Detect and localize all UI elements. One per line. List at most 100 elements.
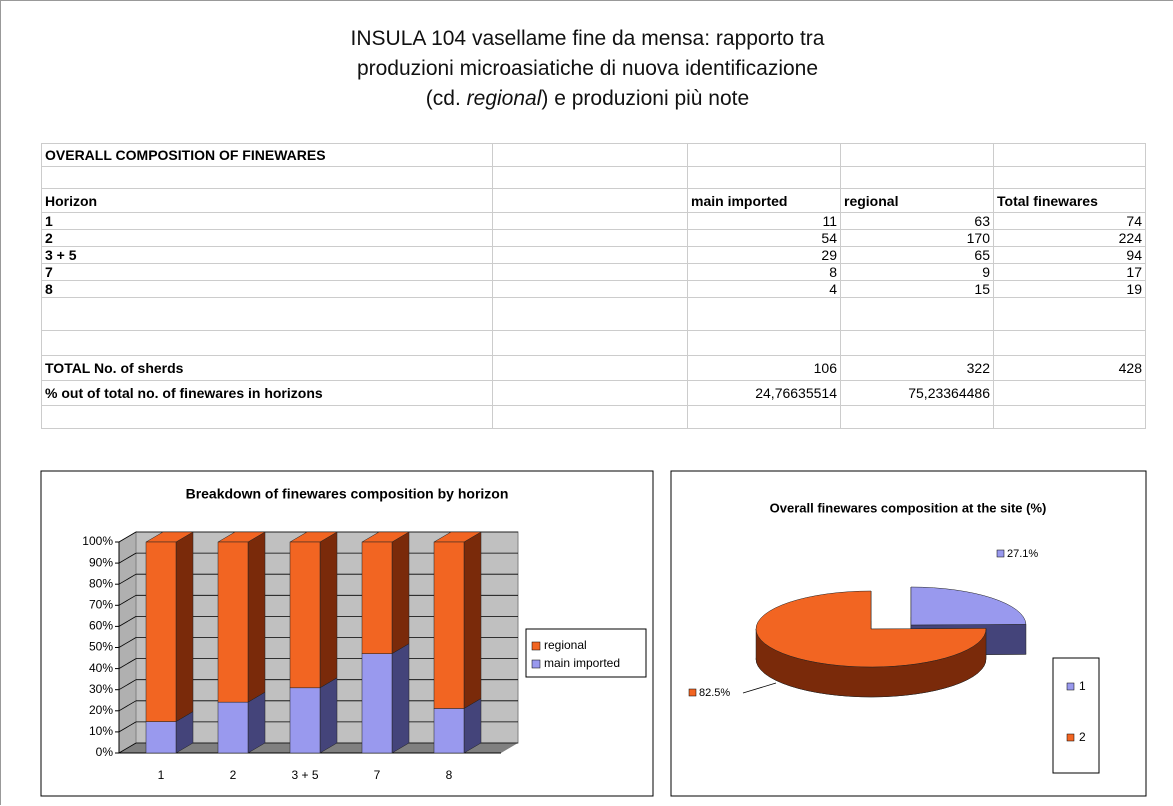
legend-key bbox=[1066, 733, 1075, 742]
empty-cell bbox=[493, 189, 688, 213]
slice-top bbox=[755, 590, 987, 668]
empty-cell bbox=[41, 406, 493, 429]
legend-key bbox=[531, 659, 541, 669]
pie-slice bbox=[755, 590, 987, 698]
table-cell: 428 bbox=[994, 356, 1146, 381]
bar-front bbox=[289, 541, 321, 689]
empty-cell bbox=[841, 167, 994, 189]
empty-cell bbox=[493, 230, 688, 247]
empty-cell bbox=[688, 167, 841, 189]
title-line: produzioni microasiatiche di nuova ident… bbox=[356, 57, 819, 80]
grid-line-side bbox=[118, 700, 137, 712]
legend-box bbox=[1052, 657, 1100, 774]
bar-front bbox=[217, 701, 249, 754]
table-cell: 74 bbox=[994, 213, 1146, 230]
table-cell: 75,23364486 bbox=[841, 381, 994, 406]
y-tick-label: 90% bbox=[89, 555, 113, 569]
bar-front bbox=[145, 541, 177, 722]
bar-segment bbox=[217, 691, 266, 754]
table-cell: main imported bbox=[688, 189, 841, 213]
empty-cell bbox=[688, 298, 841, 331]
label-key bbox=[688, 688, 697, 697]
table-cell: 1 bbox=[41, 213, 493, 230]
empty-cell bbox=[493, 281, 688, 298]
bar-side bbox=[247, 691, 266, 754]
x-tick-label: 8 bbox=[446, 768, 453, 782]
bar-segment bbox=[361, 531, 410, 655]
bar-side bbox=[319, 677, 338, 754]
y-tick-label: 60% bbox=[89, 619, 113, 633]
bar-segment bbox=[289, 677, 338, 754]
table-cell: 94 bbox=[994, 247, 1146, 264]
table-cell: 3 + 5 bbox=[41, 247, 493, 264]
empty-cell bbox=[841, 406, 994, 429]
table-cell: TOTAL No. of sherds bbox=[41, 356, 493, 381]
table-cell: 106 bbox=[688, 356, 841, 381]
grid-line-side bbox=[118, 679, 137, 691]
x-tick-label: 7 bbox=[374, 768, 381, 782]
legend-key bbox=[531, 641, 541, 651]
empty-cell bbox=[493, 381, 688, 406]
empty-cell bbox=[493, 213, 688, 230]
title-text: (cd. bbox=[425, 87, 467, 110]
legend-label: 2 bbox=[1079, 730, 1086, 744]
empty-cell bbox=[994, 167, 1146, 189]
bar-side bbox=[319, 531, 338, 689]
title-text: ) e produzioni più note bbox=[541, 87, 750, 110]
empty-cell bbox=[688, 331, 841, 356]
table-cell: 63 bbox=[841, 213, 994, 230]
bar-segment bbox=[145, 531, 194, 722]
empty-cell bbox=[688, 406, 841, 429]
grid-line-side bbox=[118, 637, 137, 648]
legend-label: regional bbox=[544, 638, 587, 652]
bar-front bbox=[433, 541, 465, 709]
empty-cell bbox=[41, 167, 493, 189]
bar-side bbox=[391, 531, 410, 655]
empty-cell bbox=[994, 298, 1146, 331]
table-cell: 2 bbox=[41, 230, 493, 247]
bar-segment bbox=[433, 531, 482, 709]
grid-line-side bbox=[118, 594, 137, 606]
empty-cell bbox=[41, 331, 493, 356]
grid-line-side bbox=[118, 658, 137, 669]
leader-line bbox=[742, 682, 777, 694]
grid-line-side bbox=[118, 742, 137, 754]
table-cell: 54 bbox=[688, 230, 841, 247]
empty-cell bbox=[493, 298, 688, 331]
table-cell: 170 bbox=[841, 230, 994, 247]
grid-line-side bbox=[118, 616, 137, 627]
title-italic: regional bbox=[466, 87, 542, 110]
y-tick-label: 30% bbox=[89, 682, 113, 696]
empty-cell bbox=[994, 143, 1146, 167]
empty-cell bbox=[493, 167, 688, 189]
bar-front bbox=[217, 541, 249, 703]
grid-line-side bbox=[118, 552, 137, 564]
table-cell: regional bbox=[841, 189, 994, 213]
chart-title: Overall finewares composition at the sit… bbox=[770, 500, 1047, 515]
y-tick-label: 100% bbox=[82, 534, 113, 548]
bar-front bbox=[361, 541, 393, 654]
data-label: 82.5% bbox=[699, 687, 730, 699]
table-cell: 24,76635514 bbox=[688, 381, 841, 406]
table-cell: 7 bbox=[41, 264, 493, 281]
empty-cell bbox=[41, 298, 493, 331]
y-tick-label: 40% bbox=[89, 661, 113, 675]
table-cell: OVERALL COMPOSITION OF FINEWARES bbox=[41, 143, 493, 167]
empty-cell bbox=[493, 143, 688, 167]
x-tick-label: 1 bbox=[158, 768, 165, 782]
y-tick-label: 0% bbox=[96, 745, 114, 759]
bar-front bbox=[433, 708, 465, 754]
bar-front bbox=[145, 721, 177, 754]
table-cell: 8 bbox=[688, 264, 841, 281]
table-cell: 29 bbox=[688, 247, 841, 264]
table-cell: 224 bbox=[994, 230, 1146, 247]
bar-side bbox=[175, 531, 194, 722]
title-line: (cd. regional) e produzioni più note bbox=[1, 87, 1173, 111]
bar-side bbox=[463, 531, 482, 709]
y-tick-label: 10% bbox=[89, 724, 113, 738]
chart-title: Breakdown of finewares composition by ho… bbox=[186, 486, 509, 502]
table-cell: 8 bbox=[41, 281, 493, 298]
legend-label: 1 bbox=[1079, 679, 1086, 693]
